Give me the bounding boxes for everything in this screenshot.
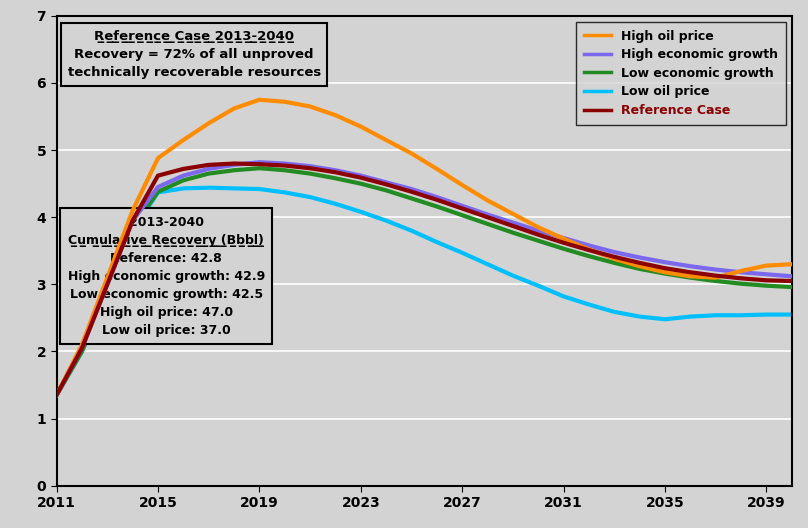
Text: R̲e̲f̲e̲r̲e̲n̲c̲e̲ ̲C̲a̲s̲e̲ ̲2̲0̲1̲3̲-̲2̲0̲4̲0̲
Recovery = 72% of all unproved
: R̲e̲f̲e̲r̲e̲n̲c̲e̲ ̲C̲a̲s̲e̲ ̲2̲0̲1̲3̲-̲… — [68, 30, 321, 79]
Text: 2013-2040
C̲u̲m̲u̲l̲a̲t̲i̲v̲e̲ ̲R̲e̲c̲o̲v̲e̲r̲y̲ ̲(̲B̲b̲b̲l̲)̲
Reference: 42.8
H: 2013-2040 C̲u̲m̲u̲l̲a̲t̲i̲v̲e̲ ̲R̲e̲c̲o̲… — [68, 215, 265, 336]
Legend: High oil price, High economic growth, Low economic growth, Low oil price, Refere: High oil price, High economic growth, Lo… — [576, 22, 785, 125]
